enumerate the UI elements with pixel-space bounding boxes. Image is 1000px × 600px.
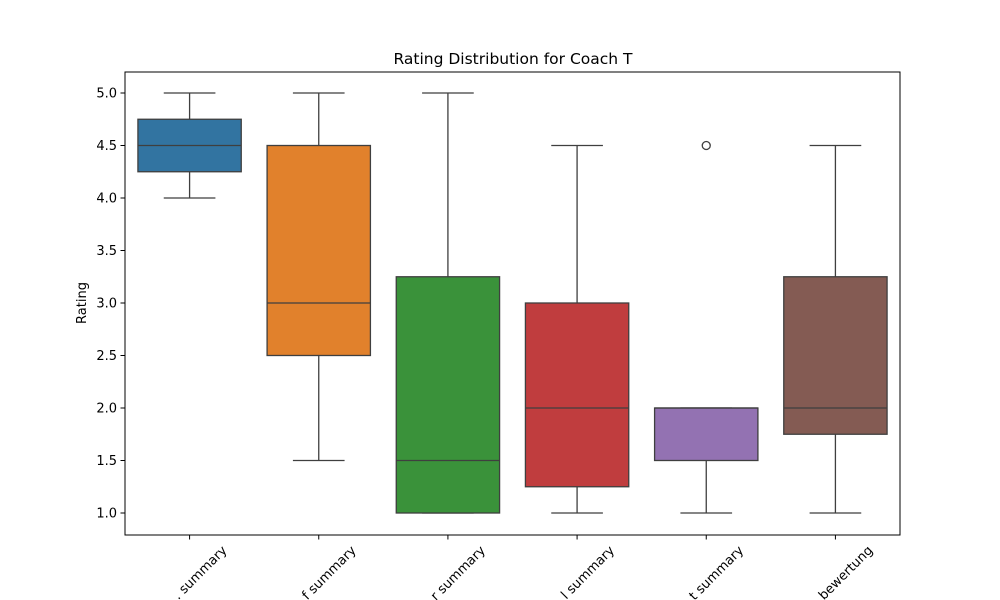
- x-tick-label: bewertung: [816, 543, 876, 600]
- x-tick-label: l summary: [558, 543, 618, 600]
- box-group: [783, 144, 888, 514]
- iqr-box: [395, 276, 501, 514]
- x-tick-label: t summary: [687, 543, 748, 600]
- x-tick-label: . summary: [171, 543, 231, 600]
- box-group: [395, 92, 501, 514]
- plot-area: 1.0 1.5 2.0 2.5 3.0 3.5 4.0 4.5 5.0 . summary f su…: [96, 71, 901, 600]
- box-group: [524, 144, 630, 514]
- box-group: [266, 92, 372, 462]
- y-tick-label: 2.5: [96, 349, 117, 364]
- y-tick-label: 3.0: [96, 297, 117, 312]
- y-tick-label: 1.0: [96, 507, 117, 522]
- iqr-box: [266, 144, 372, 357]
- box-group: [653, 140, 759, 514]
- iqr-box: [653, 407, 759, 462]
- y-axis-label: Rating: [75, 282, 90, 324]
- y-tick-label: 4.0: [96, 192, 117, 207]
- y-tick-label: 2.0: [96, 402, 117, 417]
- outlier-point: [701, 140, 711, 151]
- y-tick-label: 5.0: [96, 87, 117, 102]
- x-tick-label: r summary: [428, 543, 489, 600]
- box-group: [137, 92, 242, 199]
- y-tick-label: 3.5: [96, 244, 117, 259]
- chart-title: Rating Distribution for Coach T: [393, 50, 633, 68]
- x-tick-label: f summary: [299, 543, 359, 600]
- iqr-box: [524, 302, 630, 488]
- iqr-box: [783, 276, 888, 435]
- y-tick-label: 1.5: [96, 454, 117, 469]
- y-tick-label: 4.5: [96, 139, 117, 154]
